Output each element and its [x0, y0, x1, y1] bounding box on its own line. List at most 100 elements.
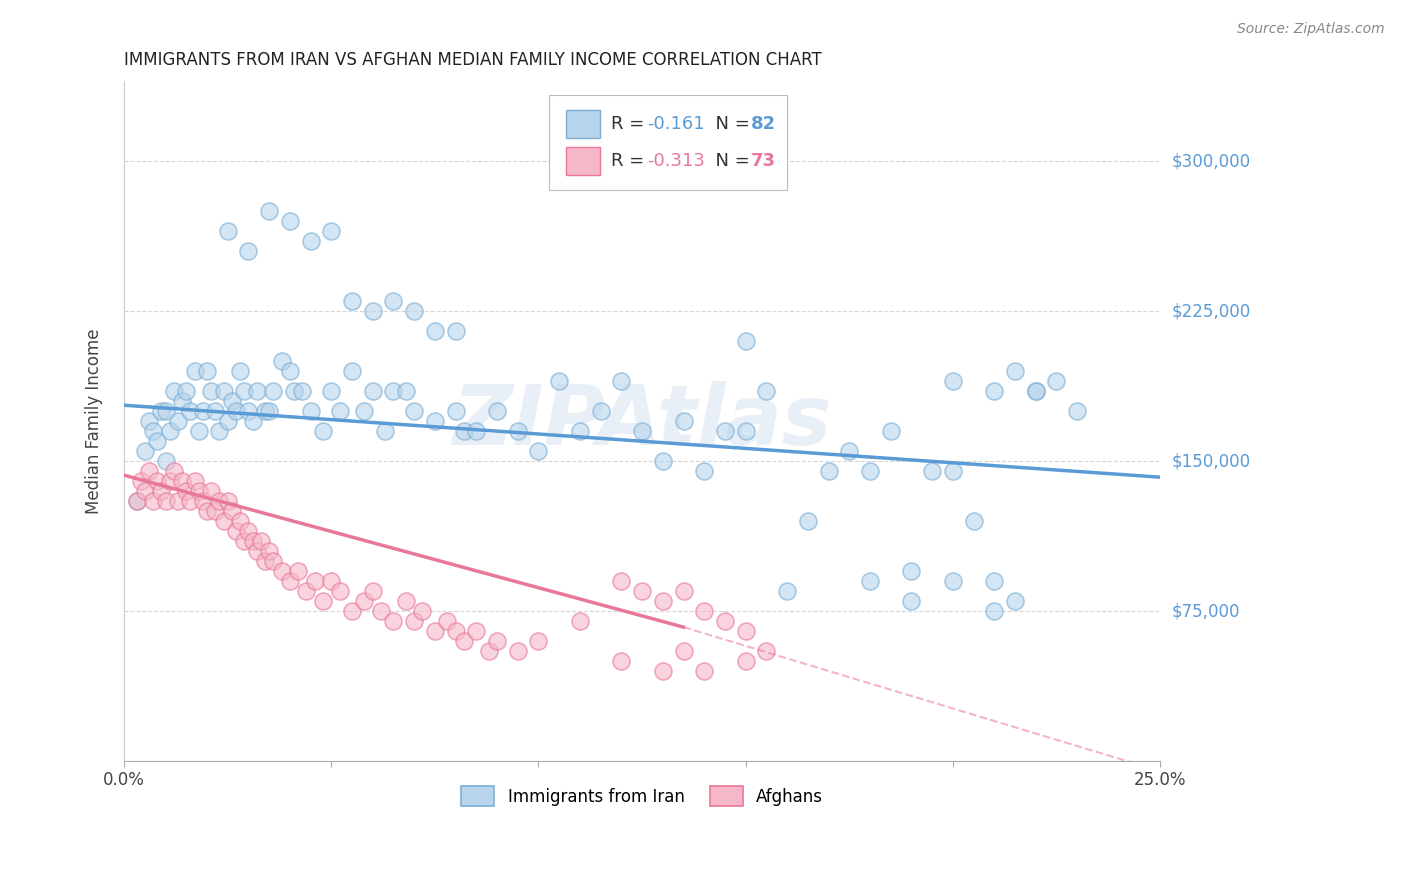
Point	[238, 244, 260, 259]
Point	[478, 644, 501, 658]
Point	[353, 594, 375, 608]
FancyBboxPatch shape	[567, 146, 599, 175]
Point	[155, 454, 177, 468]
Text: Source: ZipAtlas.com: Source: ZipAtlas.com	[1237, 22, 1385, 37]
Point	[900, 594, 922, 608]
Point	[370, 604, 392, 618]
Text: $225,000: $225,000	[1171, 302, 1250, 320]
Point	[174, 484, 197, 499]
Point	[163, 384, 186, 399]
Point	[159, 424, 181, 438]
Text: $150,000: $150,000	[1171, 452, 1250, 470]
Point	[142, 424, 165, 438]
Point	[361, 304, 384, 318]
Point	[465, 624, 488, 639]
Point	[1025, 384, 1047, 399]
Point	[253, 404, 276, 418]
Point	[631, 424, 654, 438]
Text: $75,000: $75,000	[1171, 602, 1240, 620]
Point	[329, 584, 352, 599]
Point	[138, 414, 160, 428]
Point	[287, 564, 309, 578]
Point	[1066, 404, 1088, 418]
Point	[200, 484, 222, 499]
Point	[217, 494, 239, 508]
Point	[776, 584, 799, 599]
Point	[983, 604, 1005, 618]
Point	[167, 494, 190, 508]
Point	[191, 494, 214, 508]
Point	[506, 424, 529, 438]
Point	[204, 504, 226, 518]
Point	[672, 644, 695, 658]
Point	[183, 474, 205, 488]
Point	[548, 374, 571, 388]
Text: R =: R =	[612, 115, 650, 133]
Point	[942, 574, 965, 589]
Point	[453, 424, 475, 438]
Point	[610, 374, 633, 388]
Point	[195, 364, 218, 378]
Point	[167, 414, 190, 428]
Point	[631, 584, 654, 599]
Point	[270, 354, 292, 368]
Point	[395, 384, 418, 399]
Point	[423, 324, 446, 338]
Point	[1045, 374, 1067, 388]
Point	[150, 404, 173, 418]
Point	[672, 584, 695, 599]
Point	[486, 634, 509, 648]
Point	[204, 404, 226, 418]
Point	[246, 384, 269, 399]
Point	[250, 534, 273, 549]
Text: ZIPAtlas: ZIPAtlas	[453, 381, 832, 462]
Text: N =: N =	[704, 152, 756, 169]
Point	[329, 404, 352, 418]
Point	[374, 424, 396, 438]
Point	[221, 394, 243, 409]
Point	[423, 414, 446, 428]
Point	[527, 444, 550, 458]
Point	[291, 384, 314, 399]
Point	[714, 614, 737, 628]
Point	[734, 334, 756, 349]
Point	[755, 384, 778, 399]
Point	[817, 464, 839, 478]
Point	[880, 424, 903, 438]
Point	[382, 614, 405, 628]
Point	[361, 584, 384, 599]
Text: $300,000: $300,000	[1171, 153, 1250, 170]
Point	[693, 604, 716, 618]
Point	[340, 364, 363, 378]
Point	[755, 644, 778, 658]
Point	[146, 434, 169, 449]
Point	[436, 614, 458, 628]
Point	[983, 574, 1005, 589]
Point	[651, 594, 673, 608]
Point	[134, 444, 156, 458]
Point	[159, 474, 181, 488]
Point	[200, 384, 222, 399]
Point	[411, 604, 433, 618]
Point	[486, 404, 509, 418]
Point	[444, 324, 467, 338]
Point	[187, 424, 209, 438]
Point	[734, 654, 756, 668]
Point	[242, 534, 264, 549]
Point	[589, 404, 612, 418]
Point	[225, 524, 247, 538]
Point	[734, 424, 756, 438]
Point	[838, 444, 860, 458]
Point	[208, 424, 231, 438]
Point	[404, 404, 426, 418]
Point	[465, 424, 488, 438]
Point	[1025, 384, 1047, 399]
Point	[693, 464, 716, 478]
Point	[233, 534, 256, 549]
Point	[278, 364, 301, 378]
Point	[395, 594, 418, 608]
Point	[304, 574, 326, 589]
Point	[229, 514, 252, 528]
Point	[651, 664, 673, 678]
Point	[983, 384, 1005, 399]
